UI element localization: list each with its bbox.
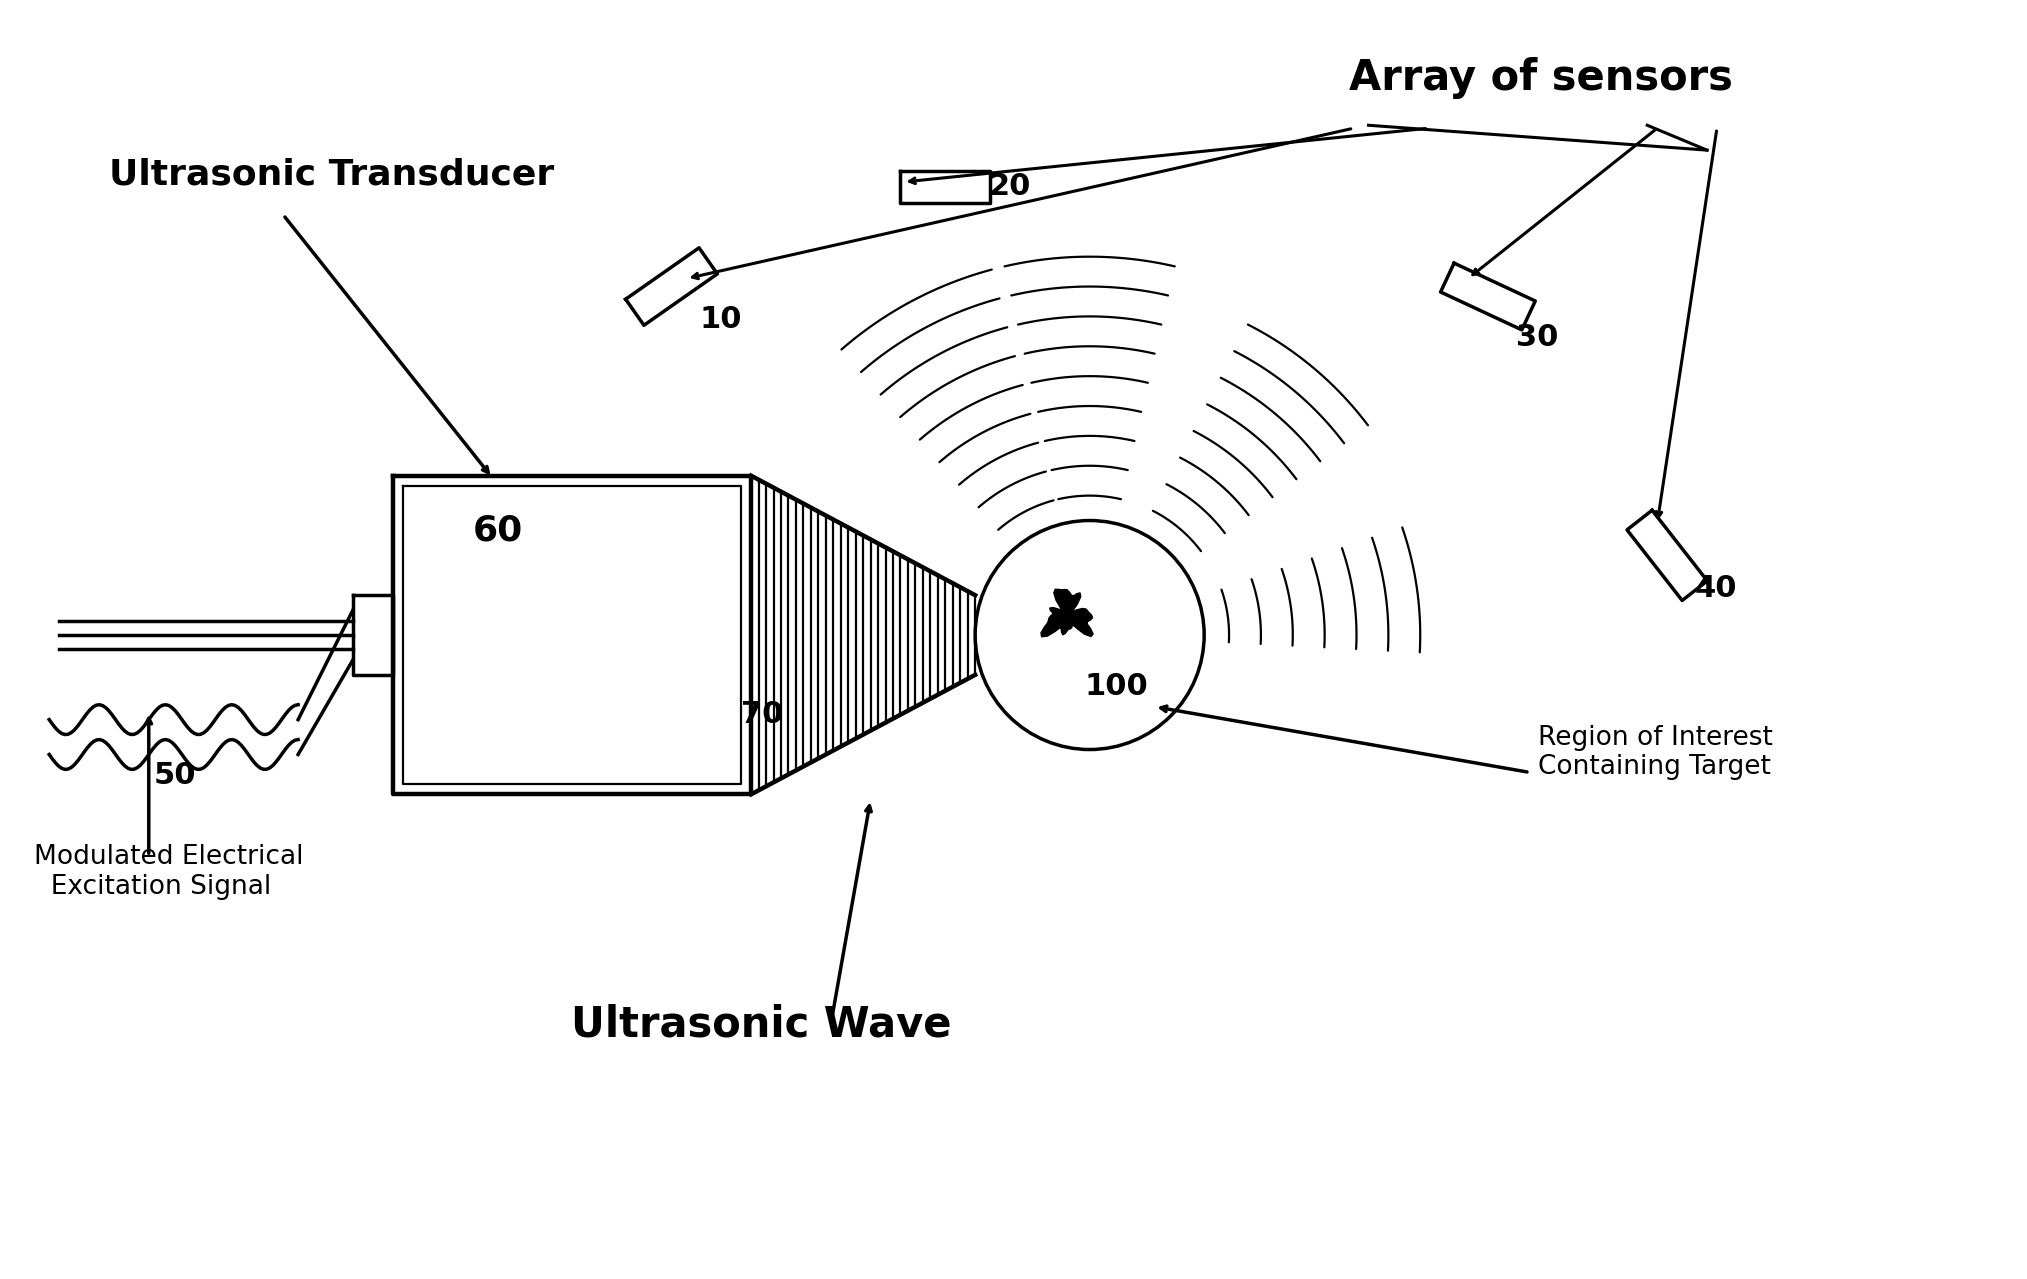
- Text: 60: 60: [472, 513, 523, 547]
- Text: 40: 40: [1695, 574, 1737, 604]
- Text: Region of Interest: Region of Interest: [1538, 724, 1772, 751]
- Text: Array of sensors: Array of sensors: [1348, 58, 1733, 100]
- Text: Modulated Electrical: Modulated Electrical: [34, 844, 304, 870]
- Text: 10: 10: [699, 306, 742, 334]
- Polygon shape: [1042, 590, 1093, 637]
- Text: Ultrasonic Wave: Ultrasonic Wave: [572, 1003, 951, 1045]
- Text: 70: 70: [742, 700, 784, 729]
- Text: 20: 20: [989, 171, 1032, 201]
- Text: Containing Target: Containing Target: [1538, 755, 1772, 780]
- Text: Excitation Signal: Excitation Signal: [34, 874, 272, 900]
- Text: 100: 100: [1084, 671, 1149, 701]
- Text: 50: 50: [154, 761, 197, 790]
- Text: 30: 30: [1516, 324, 1559, 352]
- Text: Ultrasonic Transducer: Ultrasonic Transducer: [109, 159, 553, 192]
